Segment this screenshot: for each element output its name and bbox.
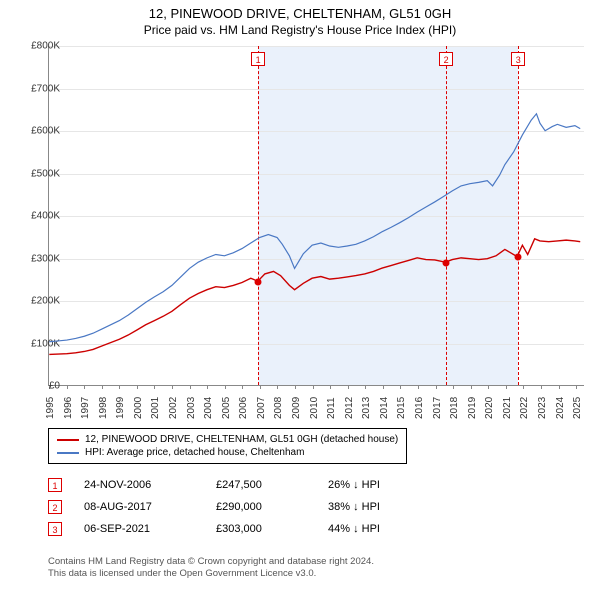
series-hpi — [49, 114, 580, 342]
footnote-line1: Contains HM Land Registry data © Crown c… — [48, 556, 374, 568]
x-axis-label: 2014 — [379, 397, 390, 419]
x-tick — [523, 385, 524, 389]
x-tick — [313, 385, 314, 389]
event-badge-1: 1 — [251, 52, 265, 66]
x-axis-label: 2018 — [449, 397, 460, 419]
x-tick — [295, 385, 296, 389]
x-axis-label: 2011 — [326, 397, 337, 419]
x-axis-label: 2016 — [414, 397, 425, 419]
x-tick — [154, 385, 155, 389]
legend-label-property: 12, PINEWOOD DRIVE, CHELTENHAM, GL51 0GH… — [85, 434, 398, 445]
x-tick — [277, 385, 278, 389]
x-tick — [453, 385, 454, 389]
x-axis-label: 2003 — [186, 397, 197, 419]
event-row-badge: 1 — [48, 478, 62, 492]
x-axis-label: 2022 — [519, 397, 530, 419]
legend-box: 12, PINEWOOD DRIVE, CHELTENHAM, GL51 0GH… — [48, 428, 407, 464]
legend-swatch-hpi — [57, 452, 79, 454]
x-tick — [383, 385, 384, 389]
chart-subtitle: Price paid vs. HM Land Registry's House … — [0, 21, 600, 37]
x-axis-label: 1997 — [80, 397, 91, 419]
x-axis-label: 1995 — [45, 397, 56, 419]
x-axis-label: 2000 — [133, 397, 144, 419]
x-tick — [260, 385, 261, 389]
event-row-date: 24-NOV-2006 — [84, 479, 194, 491]
x-tick — [559, 385, 560, 389]
event-row-diff: 44% ↓ HPI — [328, 523, 428, 535]
x-tick — [576, 385, 577, 389]
event-row-diff: 26% ↓ HPI — [328, 479, 428, 491]
x-axis-label: 1998 — [98, 397, 109, 419]
x-axis-label: 2020 — [484, 397, 495, 419]
x-tick — [400, 385, 401, 389]
x-axis-label: 2004 — [203, 397, 214, 419]
x-axis-label: 2021 — [502, 397, 513, 419]
x-tick — [330, 385, 331, 389]
event-dot-3 — [515, 254, 522, 261]
x-axis-label: 2015 — [396, 397, 407, 419]
x-axis-label: 2025 — [572, 397, 583, 419]
x-axis-label: 2024 — [555, 397, 566, 419]
x-axis-label: 2006 — [238, 397, 249, 419]
x-tick — [137, 385, 138, 389]
x-axis-label: 2010 — [309, 397, 320, 419]
x-axis-label: 2007 — [256, 397, 267, 419]
chart-title: 12, PINEWOOD DRIVE, CHELTENHAM, GL51 0GH — [0, 0, 600, 21]
event-badge-3: 3 — [511, 52, 525, 66]
event-row-1: 1 24-NOV-2006 £247,500 26% ↓ HPI — [48, 474, 428, 496]
footnote-line2: This data is licensed under the Open Gov… — [48, 568, 374, 580]
x-tick — [207, 385, 208, 389]
x-tick — [541, 385, 542, 389]
x-axis-label: 2012 — [344, 397, 355, 419]
event-row-date: 08-AUG-2017 — [84, 501, 194, 513]
x-tick — [225, 385, 226, 389]
x-axis-label: 2005 — [221, 397, 232, 419]
event-dot-1 — [255, 278, 262, 285]
x-axis-label: 1996 — [63, 397, 74, 419]
x-tick — [436, 385, 437, 389]
legend-row-hpi: HPI: Average price, detached house, Chel… — [57, 446, 398, 459]
x-tick — [471, 385, 472, 389]
x-axis-label: 2009 — [291, 397, 302, 419]
x-tick — [119, 385, 120, 389]
event-row-diff: 38% ↓ HPI — [328, 501, 428, 513]
event-row-badge: 3 — [48, 522, 62, 536]
x-axis-label: 2019 — [467, 397, 478, 419]
x-axis-label: 2002 — [168, 397, 179, 419]
x-tick — [348, 385, 349, 389]
x-axis-label: 2023 — [537, 397, 548, 419]
x-tick — [84, 385, 85, 389]
event-row-date: 06-SEP-2021 — [84, 523, 194, 535]
event-row-3: 3 06-SEP-2021 £303,000 44% ↓ HPI — [48, 518, 428, 540]
x-tick — [67, 385, 68, 389]
x-tick — [418, 385, 419, 389]
event-badge-2: 2 — [439, 52, 453, 66]
x-tick — [242, 385, 243, 389]
events-table: 1 24-NOV-2006 £247,500 26% ↓ HPI 2 08-AUG-201… — [48, 474, 428, 540]
legend-swatch-property — [57, 439, 79, 441]
chart-lines-svg — [49, 46, 584, 385]
x-tick — [488, 385, 489, 389]
x-axis-label: 2013 — [361, 397, 372, 419]
event-row-price: £303,000 — [216, 523, 306, 535]
event-row-price: £247,500 — [216, 479, 306, 491]
event-dot-2 — [443, 259, 450, 266]
legend-label-hpi: HPI: Average price, detached house, Chel… — [85, 447, 304, 458]
event-row-badge: 2 — [48, 500, 62, 514]
x-tick — [102, 385, 103, 389]
x-tick — [506, 385, 507, 389]
x-axis-label: 2017 — [432, 397, 443, 419]
event-row-price: £290,000 — [216, 501, 306, 513]
x-axis-label: 1999 — [115, 397, 126, 419]
x-tick — [365, 385, 366, 389]
event-row-2: 2 08-AUG-2017 £290,000 38% ↓ HPI — [48, 496, 428, 518]
x-axis-label: 2001 — [150, 397, 161, 419]
series-property — [49, 239, 580, 355]
x-tick — [190, 385, 191, 389]
legend-row-property: 12, PINEWOOD DRIVE, CHELTENHAM, GL51 0GH… — [57, 433, 398, 446]
x-axis-label: 2008 — [273, 397, 284, 419]
x-tick — [172, 385, 173, 389]
chart-plot-area: 1 2 3 — [48, 46, 584, 386]
footnote: Contains HM Land Registry data © Crown c… — [48, 556, 374, 581]
